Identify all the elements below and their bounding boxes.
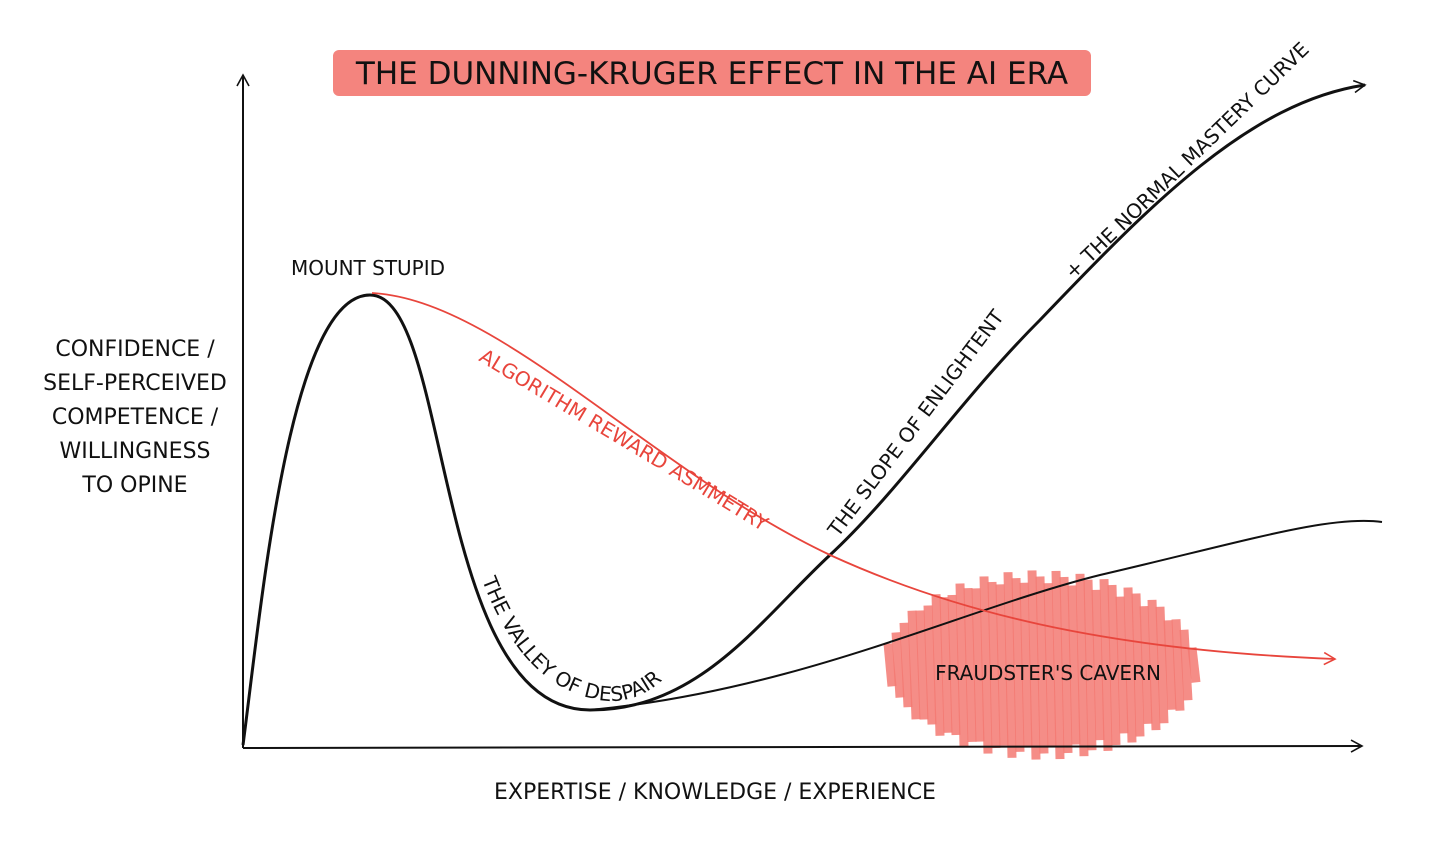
scribble-stroke [1179, 629, 1193, 701]
scribble-stroke [1171, 619, 1185, 711]
x-axis-label: EXPERTISE / KNOWLEDGE / EXPERIENCE [494, 780, 936, 805]
mastery-curve [589, 519, 1383, 711]
y-axis-label: CONFIDENCE / SELF-PERCEIVED COMPETENCE /… [43, 337, 227, 498]
scribble-stroke [963, 588, 977, 742]
valley-label-path: THE VALLEY OF DESPAIR [477, 572, 666, 706]
y-label-line: WILLINGNESS [59, 439, 210, 464]
scribble-stroke [1107, 584, 1121, 746]
scribble-stroke [971, 588, 985, 742]
scribble-stroke [995, 584, 1009, 746]
valley-label: THE VALLEY OF DESPAIR [477, 572, 666, 706]
scribble-stroke [1123, 587, 1137, 743]
scribble-stroke [1075, 573, 1089, 757]
scribble-stroke [1051, 570, 1065, 760]
scribble-stroke [979, 576, 993, 754]
scribble-stroke [1187, 647, 1201, 683]
scribble-stroke [1115, 596, 1129, 734]
scribble-stroke [1083, 579, 1097, 751]
scribble-stroke [1163, 620, 1177, 710]
slope-label: THE SLOPE OF ENLIGHTENT [822, 305, 1009, 542]
scribble-stroke [1067, 585, 1081, 745]
algorithm-label-path: ALGORITHM REWARD ASMMETRY [475, 344, 773, 536]
algorithm-label: ALGORITHM REWARD ASMMETRY [475, 344, 773, 536]
scribble-stroke [1019, 582, 1033, 748]
scribble-stroke [1131, 593, 1145, 737]
scribble-stroke [947, 594, 961, 736]
scribble-stroke [939, 597, 953, 733]
scribble-stroke [1059, 576, 1073, 754]
scribble-stroke [915, 610, 929, 720]
scribble-stroke [1043, 583, 1057, 747]
scribble-stroke [891, 632, 905, 698]
y-label-line: COMPETENCE / [52, 405, 219, 430]
scribble-stroke [1091, 589, 1105, 741]
scribble-stroke [931, 594, 945, 736]
scribble-stroke [1155, 606, 1169, 724]
scribble-stroke [1035, 576, 1049, 754]
scribble-stroke [907, 610, 921, 720]
scribble-stroke [955, 583, 969, 747]
x-axis [242, 739, 1364, 753]
scribble-stroke [923, 605, 937, 725]
y-label-line: SELF-PERCEIVED [43, 371, 227, 396]
scribble-stroke [1011, 578, 1025, 752]
title-highlight [333, 50, 1091, 96]
algorithm-curve [371, 292, 1337, 666]
scribble-stroke [1139, 606, 1153, 724]
cavern-scribble [883, 570, 1201, 760]
y-label-line: CONFIDENCE / [55, 337, 215, 362]
mastery-label: + THE NORMAL MASTERY CURVE [1060, 37, 1314, 283]
scribble-stroke [1099, 579, 1113, 751]
scribble-stroke [1027, 570, 1041, 760]
scribble-stroke [883, 643, 897, 687]
mount-stupid-label: MOUNT STUPID [291, 256, 445, 280]
scribble-stroke [1147, 599, 1161, 731]
dunning-kruger-curve [241, 79, 1367, 746]
title: THE DUNNING-KRUGER EFFECT IN THE AI ERA [355, 56, 1068, 92]
scribble-stroke [987, 581, 1001, 749]
y-label-line: TO OPINE [81, 473, 187, 498]
cavern-label: FRAUDSTER'S CAVERN [935, 661, 1161, 685]
